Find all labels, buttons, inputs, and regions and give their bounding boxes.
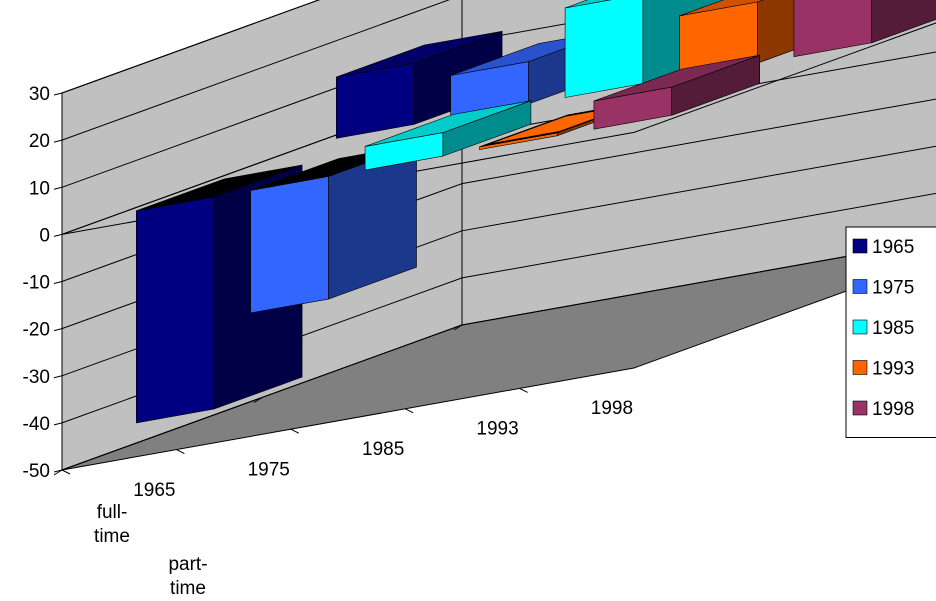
bar-face-top: [336, 31, 503, 78]
y-tick-label: -10: [23, 273, 50, 294]
legend-label: 1993: [872, 359, 914, 380]
x-tick-label-line: time: [170, 578, 206, 599]
bar-1998-part-time: [593, 54, 761, 130]
bar-face-front: [136, 196, 215, 424]
y-tick: [53, 375, 63, 379]
bar-1998-full-time: [793, 0, 936, 58]
gridline: [61, 0, 321, 94]
y-tick: [53, 281, 63, 284]
y-tick: [53, 233, 63, 237]
depth-tick-label: 1985: [362, 439, 404, 460]
depth-tick: [176, 449, 185, 455]
x-tick-label-line: part-: [168, 554, 207, 575]
zero-plane: [61, 4, 936, 235]
y-tick-label: 20: [29, 131, 50, 152]
legend-swatch: [852, 319, 868, 335]
y-axis-ticks: 30 20 10 0 -10 -20 -30 -40 -50: [23, 84, 63, 482]
bar-face-top: [679, 0, 764, 17]
bar-face-top: [364, 100, 532, 147]
bar-face-top: [136, 164, 303, 212]
legend-swatch: [852, 238, 868, 254]
y-tick-label: 0: [39, 225, 50, 246]
depth-tick-label: 1998: [591, 398, 633, 419]
x-tick: [453, 324, 463, 331]
legend-swatch: [852, 400, 868, 416]
gridline: [61, 0, 450, 141]
y-tick: [53, 422, 63, 426]
depth-tick: [519, 387, 528, 393]
y-tick: [53, 186, 63, 190]
y-tick-label: 10: [29, 178, 50, 199]
legend: 1965 1975 1985 1993 1998: [845, 226, 936, 438]
y-tick-label: -30: [23, 367, 50, 388]
x-tick-label: full-time: [94, 502, 130, 547]
x-tick-label-line: full-: [97, 502, 128, 523]
bar-face-side: [871, 0, 936, 44]
y-tick: [53, 139, 63, 143]
bar-face-top: [593, 54, 760, 102]
y-tick: [53, 328, 63, 332]
bar-1985-part-time: [364, 100, 532, 171]
x-tick: [253, 397, 263, 403]
y-tick: [53, 92, 63, 96]
y-tick-label: -40: [23, 414, 50, 435]
bars: [136, 0, 936, 424]
y-tick-label: 30: [29, 84, 50, 105]
legend-label: 1965: [872, 237, 914, 258]
depth-tick-label: 1975: [248, 459, 290, 480]
legend-swatch: [852, 279, 868, 294]
x-tick-label: part-time: [168, 554, 207, 599]
legend-label: 1975: [872, 278, 914, 299]
legend-swatch: [852, 360, 868, 375]
legend-label: 1998: [872, 399, 914, 420]
bar-face-front: [250, 176, 329, 314]
depth-tick-label: 1965: [133, 480, 175, 501]
x-tick-label-line: time: [94, 526, 130, 547]
bar-1965-full-time: [335, 30, 503, 139]
legend-label: 1985: [872, 318, 914, 339]
bar-face-top: [564, 0, 612, 9]
depth-axis-labels: 1965 1975 1985 1993 1998: [61, 387, 633, 501]
bar-face-front: [793, 0, 873, 58]
x-tick: [53, 469, 63, 476]
depth-tick: [61, 469, 71, 475]
y-tick-label: -50: [23, 461, 50, 482]
depth-tick-label: 1993: [476, 419, 518, 440]
y-tick-label: -20: [23, 320, 50, 341]
depth-tick: [290, 428, 300, 434]
depth-tick: [404, 408, 414, 414]
bar-face-front: [564, 0, 644, 98]
